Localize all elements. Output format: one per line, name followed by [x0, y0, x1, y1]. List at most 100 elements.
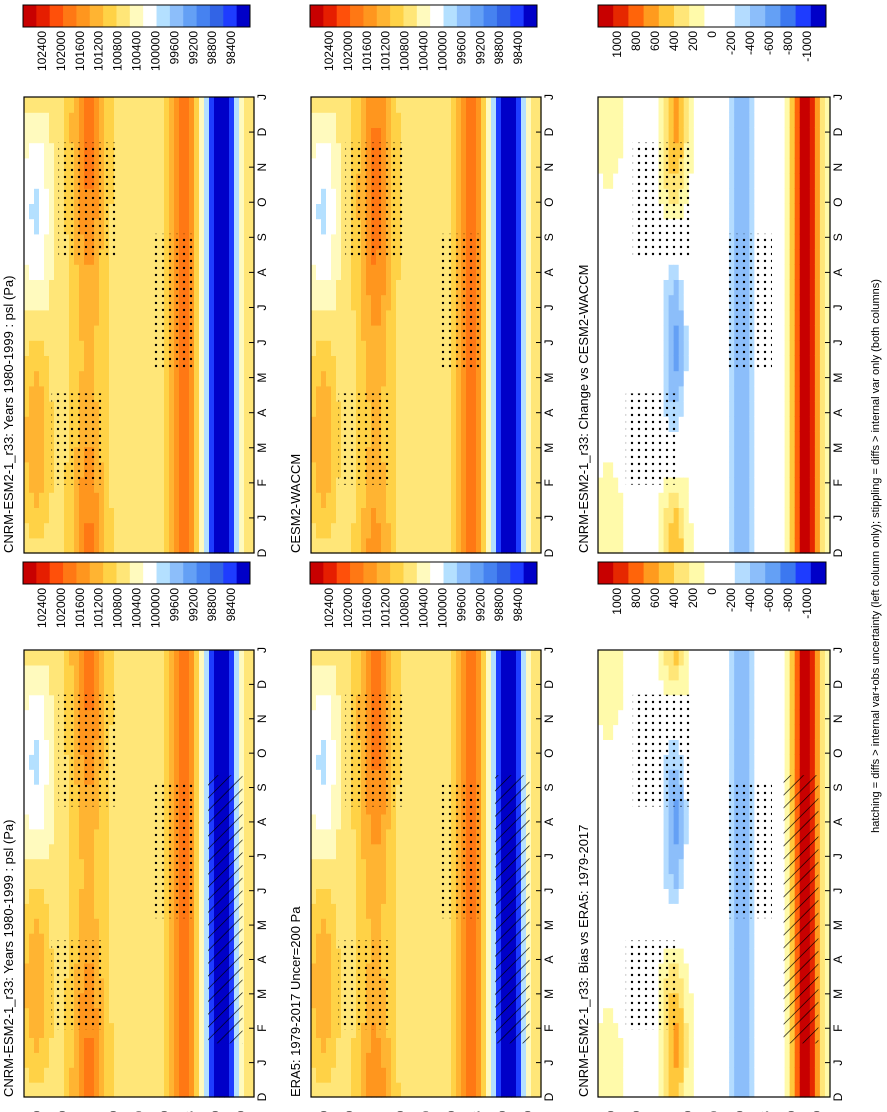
colorbar-label: 98800 — [205, 31, 219, 65]
colorbar-label: 98400 — [511, 31, 525, 65]
time-tick-label: J — [831, 515, 845, 521]
colorbar: 102400 102000 101600 101200 100800 100400 1000… — [309, 561, 538, 628]
time-tick-label: O — [542, 198, 556, 207]
colorbar-label: 100800 — [111, 31, 125, 71]
time-tick-label: J — [542, 853, 556, 859]
time-tick-label: D — [542, 680, 556, 689]
panel-title: CNRM-ESM2-1_r33: Bias vs ERA5: 1979-2017 — [576, 825, 591, 1097]
colorbar-label: 102400 — [35, 588, 49, 628]
time-tick-label: J — [542, 1060, 556, 1066]
colorbar-label: 600 — [648, 31, 662, 51]
colorbar-label: 101200 — [379, 588, 393, 628]
time-tick-label: A — [831, 955, 845, 963]
time-tick-label: S — [831, 784, 845, 792]
time-tick-label: M — [255, 373, 269, 383]
time-tick-label: S — [542, 233, 556, 241]
lat-tick-label: 80 — [604, 1111, 618, 1112]
colorbar-label: 101600 — [360, 588, 374, 628]
time-tick-label: A — [255, 268, 269, 276]
colorbar-label: 800 — [629, 31, 643, 51]
panel-title: CNRM-ESM2-1_r33: Years 1980-1999 : psl (… — [1, 820, 16, 1097]
time-tick-label: D — [542, 127, 556, 136]
lat-tick-label: 20 — [158, 1111, 172, 1112]
stippling — [51, 142, 197, 485]
time-tick-label: J — [542, 340, 556, 346]
time-tick-label: M — [255, 920, 269, 930]
colorbar-label: 99200 — [473, 588, 487, 622]
lat-tick-label: 80 — [521, 1111, 535, 1112]
colorbar-label: -800 — [781, 588, 795, 612]
time-tick-label: A — [831, 268, 845, 276]
colorbar-label: 400 — [667, 31, 681, 51]
time-tick-label: M — [255, 989, 269, 999]
time-tick-label: J — [542, 647, 556, 653]
time-tick-label: J — [831, 94, 845, 100]
time-tick-label: O — [831, 748, 845, 757]
stippling — [338, 694, 484, 1030]
colorbar-label: 99600 — [167, 31, 181, 65]
time-tick-label: J — [831, 1060, 845, 1066]
colorbar-label: 99600 — [454, 31, 468, 65]
colorbar: 102400 102000 101600 101200 100800 100400 1000… — [22, 561, 251, 628]
colorbar-label: 1000 — [610, 588, 624, 615]
time-tick-label: J — [255, 1060, 269, 1066]
time-tick-label: D — [255, 548, 269, 557]
colorbar-label: 102000 — [341, 588, 355, 628]
stippling — [625, 694, 772, 1030]
colorbar-label: 0 — [705, 588, 719, 595]
time-tick-label: D — [831, 548, 845, 557]
time-tick-label: J — [831, 888, 845, 894]
colorbar-label: 100800 — [398, 31, 412, 71]
colorbar-label: 100000 — [435, 588, 449, 628]
lat-tick-label: 80 — [30, 1111, 44, 1112]
colorbar-label: 100000 — [148, 588, 162, 628]
colorbar-label: 99200 — [473, 31, 487, 65]
plot-frame — [597, 96, 831, 554]
colorbar-label: 200 — [686, 31, 700, 51]
time-tick-label: S — [255, 233, 269, 241]
colorbar-label: 99200 — [186, 31, 200, 65]
lat-tick-label: 60 — [342, 1111, 356, 1112]
panel-title: CNRM-ESM2-1_r33: Years 1980-1999 : psl (… — [1, 276, 16, 553]
time-tick-label: F — [542, 479, 556, 486]
colorbar: 1000 800 600 400 200 0 -200 -400 -600 -800 -1000 — [597, 561, 827, 619]
panel-4: DJFMAMJJASONDJ8060°N20020°S6080ERA5: 197… — [288, 561, 556, 1112]
time-tick-label: J — [542, 515, 556, 521]
lat-tick-label: 20 — [393, 1111, 407, 1112]
time-tick-label: J — [831, 340, 845, 346]
colorbar-label: 102000 — [341, 31, 355, 71]
panel-0: DJFMAMJJASONDJ8060°N20020°S6080CNRM-ESM2… — [1, 4, 269, 580]
hatching — [783, 775, 819, 1044]
colorbar-label: 98400 — [224, 588, 238, 622]
colorbar-label: -1000 — [800, 31, 814, 62]
panel-title: CESM2-WACCM — [288, 454, 303, 553]
lat-tick-label: 20 — [681, 1111, 695, 1112]
stippling — [51, 694, 197, 1030]
time-tick-label: A — [255, 818, 269, 826]
colorbar-label: -400 — [743, 588, 757, 612]
colorbar-label: 98400 — [511, 588, 525, 622]
colorbar-label: -200 — [724, 588, 738, 612]
lat-tick-label: 20 — [445, 1111, 459, 1112]
plot-frame — [310, 96, 542, 554]
time-tick-label: J — [255, 94, 269, 100]
colorbar-label: 98400 — [224, 31, 238, 65]
time-tick-label: D — [831, 1092, 845, 1101]
time-tick-label: J — [255, 515, 269, 521]
time-tick-label: D — [542, 548, 556, 557]
colorbar-label: 98800 — [205, 588, 219, 622]
time-tick-label: F — [255, 1025, 269, 1032]
time-tick-label: D — [831, 680, 845, 689]
time-tick-label: O — [831, 198, 845, 207]
time-tick-label: F — [542, 1025, 556, 1032]
colorbar-label: 98800 — [492, 31, 506, 65]
colorbar-label: 101600 — [73, 31, 87, 71]
time-tick-label: M — [542, 373, 556, 383]
lat-tick-label: 20 — [106, 1111, 120, 1112]
time-tick-label: N — [255, 163, 269, 172]
lat-tick-label: 0 — [419, 1111, 433, 1112]
time-tick-label: J — [255, 888, 269, 894]
time-tick-label: D — [255, 127, 269, 136]
colorbar-label: 100400 — [417, 588, 431, 628]
colorbar-label: 99600 — [167, 588, 181, 622]
